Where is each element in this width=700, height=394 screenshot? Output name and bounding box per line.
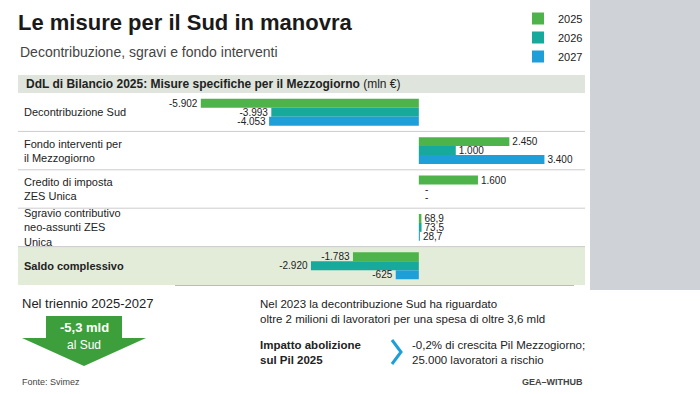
svg-text:2026: 2026 bbox=[558, 32, 582, 44]
svg-text:al Sud: al Sud bbox=[67, 338, 101, 352]
svg-text:28,7: 28,7 bbox=[423, 231, 443, 242]
svg-text:-0,2% di crescita Pil Mezzogio: -0,2% di crescita Pil Mezzogiorno;25.000… bbox=[412, 339, 585, 366]
svg-text:2027: 2027 bbox=[558, 51, 582, 63]
svg-text:Fonte: Svimez: Fonte: Svimez bbox=[22, 377, 80, 387]
svg-text:GEA–WITHUB: GEA–WITHUB bbox=[522, 377, 583, 387]
svg-text:-3.993: -3.993 bbox=[240, 107, 269, 118]
svg-text:68,9: 68,9 bbox=[424, 213, 444, 224]
svg-text:Saldo complessivo: Saldo complessivo bbox=[24, 260, 124, 272]
svg-text:Nel 2023 la decontribuzione Su: Nel 2023 la decontribuzione Sud ha rigua… bbox=[260, 298, 545, 325]
svg-text:Decontribuzione, sgravi e fond: Decontribuzione, sgravi e fondo interven… bbox=[20, 44, 278, 60]
svg-text:-1.783: -1.783 bbox=[321, 251, 350, 262]
svg-text:Credito di impostaZES Unica: Credito di impostaZES Unica bbox=[24, 176, 114, 202]
svg-text:Nel triennio 2025-2027: Nel triennio 2025-2027 bbox=[22, 296, 154, 311]
svg-text:Le misure per il Sud in manovr: Le misure per il Sud in manovra bbox=[18, 10, 353, 35]
svg-text:Fondo interventi peril Mezzogi: Fondo interventi peril Mezzogiorno bbox=[24, 138, 122, 164]
svg-text:Sgravio contributivoneo-assunt: Sgravio contributivoneo-assunti ZESUnica bbox=[24, 207, 121, 248]
svg-text:2025: 2025 bbox=[558, 13, 582, 25]
svg-text:Impatto abolizionesul Pil 2025: Impatto abolizionesul Pil 2025 bbox=[260, 339, 361, 366]
svg-text:-: - bbox=[425, 184, 428, 195]
svg-text:2.450: 2.450 bbox=[512, 136, 537, 147]
svg-text:3.400: 3.400 bbox=[547, 154, 572, 165]
svg-text:-5,3 mld: -5,3 mld bbox=[60, 320, 109, 335]
svg-text:1.000: 1.000 bbox=[459, 145, 484, 156]
svg-text:Decontribuzione Sud: Decontribuzione Sud bbox=[24, 106, 126, 118]
svg-text:1.600: 1.600 bbox=[481, 175, 506, 186]
svg-text:73,5: 73,5 bbox=[425, 222, 445, 233]
svg-text:-: - bbox=[425, 192, 428, 203]
svg-text:DdL di Bilancio 2025: Misure s: DdL di Bilancio 2025: Misure specifiche … bbox=[26, 77, 401, 91]
svg-text:-625: -625 bbox=[372, 269, 392, 280]
svg-text:-5.902: -5.902 bbox=[169, 98, 198, 109]
svg-text:-2.920: -2.920 bbox=[279, 260, 308, 271]
svg-text:-4.053: -4.053 bbox=[237, 116, 266, 127]
